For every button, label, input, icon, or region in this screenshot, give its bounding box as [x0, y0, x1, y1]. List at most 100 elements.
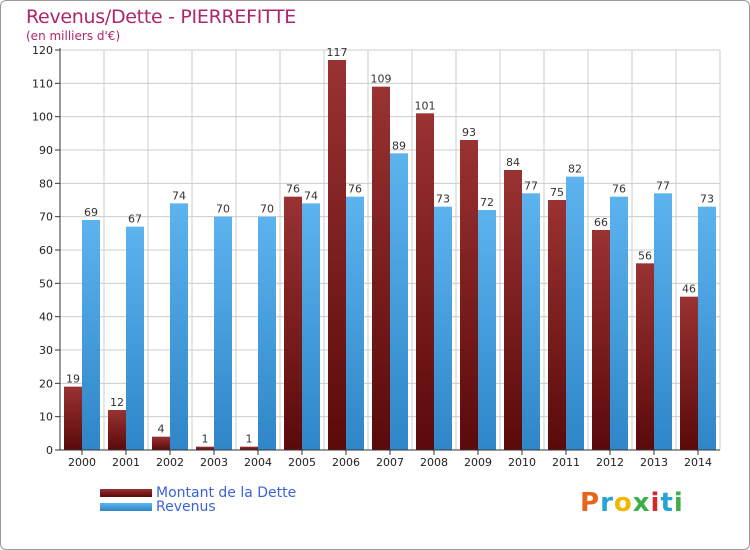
y-tick-label: 100	[32, 111, 53, 124]
legend-swatch-revenus	[100, 503, 152, 511]
dette-bar	[460, 140, 478, 450]
revenus-value-label: 74	[304, 189, 318, 202]
revenus-value-label: 73	[436, 193, 450, 206]
x-tick-label: 2004	[244, 456, 272, 469]
dette-value-label: 84	[506, 156, 520, 169]
chart-title: Revenus/Dette - PIERREFITTE	[26, 6, 296, 28]
revenus-value-label: 74	[172, 189, 186, 202]
x-tick-label: 2006	[332, 456, 360, 469]
revenus-bar	[82, 220, 100, 450]
x-tick-label: 2011	[552, 456, 580, 469]
y-tick-label: 70	[39, 211, 53, 224]
dette-value-label: 76	[286, 183, 300, 196]
revenus-value-label: 89	[392, 139, 406, 152]
y-tick-label: 60	[39, 244, 53, 257]
revenus-value-label: 76	[612, 183, 626, 196]
revenus-value-label: 73	[700, 193, 714, 206]
logo-letter: t	[660, 488, 674, 518]
dette-bar	[548, 200, 566, 450]
revenus-bar	[346, 196, 364, 450]
logo-letter: x	[632, 488, 651, 518]
y-tick-label: 110	[32, 77, 53, 90]
dette-bar	[504, 170, 522, 450]
proxiti-logo: Proxiti	[580, 488, 684, 518]
revenus-value-label: 72	[480, 196, 494, 209]
dette-bar	[636, 263, 654, 450]
dette-bar	[372, 86, 390, 451]
dette-value-label: 1	[246, 433, 253, 446]
x-tick-label: 2009	[464, 456, 492, 469]
dette-value-label: 117	[327, 46, 348, 59]
revenus-value-label: 82	[568, 163, 582, 176]
revenus-bar	[170, 203, 188, 450]
revenus-bar	[302, 203, 320, 450]
bars	[64, 60, 716, 451]
logo-letter: r	[600, 488, 614, 518]
x-tick-label: 2013	[640, 456, 668, 469]
y-tick-label: 80	[39, 177, 53, 190]
revenus-bar	[698, 206, 716, 450]
dette-value-label: 101	[415, 99, 436, 112]
chart-subtitle: (en milliers d'€)	[26, 29, 121, 43]
y-tick-label: 120	[32, 44, 53, 57]
dette-value-label: 12	[110, 396, 124, 409]
dette-value-label: 56	[638, 249, 652, 262]
y-tick-label: 30	[39, 344, 53, 357]
dette-bar	[64, 386, 82, 450]
x-tick-label: 2000	[68, 456, 96, 469]
dette-bar	[328, 60, 346, 450]
x-tick-label: 2008	[420, 456, 448, 469]
dette-value-label: 1	[202, 433, 209, 446]
legend-label-dette: Montant de la Dette	[156, 485, 297, 501]
revenus-value-label: 77	[524, 179, 538, 192]
revenus-value-label: 76	[348, 183, 362, 196]
revenus-bar	[566, 176, 584, 450]
revenus-bar	[214, 216, 232, 450]
dette-bar	[416, 113, 434, 450]
logo-letter: o	[613, 488, 633, 518]
dette-bar	[240, 446, 258, 450]
revenus-bar	[258, 216, 276, 450]
revenus-bar	[434, 206, 452, 450]
y-tick-label: 90	[39, 144, 53, 157]
x-tick-label: 2003	[200, 456, 228, 469]
x-tick-label: 2001	[112, 456, 140, 469]
axes: 0 10 20 30 40 50 60 70 80 90 100 110 120 2000 2001 2002…	[32, 44, 720, 469]
dette-bar	[680, 296, 698, 450]
y-tick-label: 10	[39, 411, 53, 424]
revenus-bar	[522, 193, 540, 451]
y-tick-label: 20	[39, 377, 53, 390]
dette-value-label: 19	[66, 373, 80, 386]
x-tick-label: 2007	[376, 456, 404, 469]
value-labels: 19 69 12 67 4 74 1 70 1 70 76 74 117 76 109 89 101 73 93 72…	[66, 46, 714, 446]
logo-letter: i	[650, 488, 661, 518]
x-tick-label: 2005	[288, 456, 316, 469]
dette-value-label: 46	[682, 283, 696, 296]
logo-letter: i	[673, 488, 684, 518]
x-tick-label: 2010	[508, 456, 536, 469]
dette-value-label: 109	[371, 73, 392, 86]
revenus-bar	[390, 153, 408, 451]
revenus-value-label: 70	[216, 203, 230, 216]
revenus-bar	[654, 193, 672, 451]
y-tick-label: 40	[39, 311, 53, 324]
dette-value-label: 4	[158, 423, 165, 436]
logo-letter: P	[580, 488, 601, 518]
dette-bar	[284, 196, 302, 450]
revenus-value-label: 77	[656, 179, 670, 192]
revenus-bar	[610, 196, 628, 450]
y-tick-label: 50	[39, 277, 53, 290]
dette-value-label: 75	[550, 186, 564, 199]
revenus-bar	[126, 226, 144, 450]
revenus-bar	[478, 210, 496, 450]
dette-value-label: 66	[594, 216, 608, 229]
x-tick-label: 2012	[596, 456, 624, 469]
dette-bar	[592, 230, 610, 450]
dette-bar	[108, 410, 126, 450]
dette-bar	[152, 436, 170, 450]
x-tick-label: 2002	[156, 456, 184, 469]
revenus-value-label: 67	[128, 213, 142, 226]
legend-label-revenus: Revenus	[156, 499, 216, 515]
dette-value-label: 93	[462, 126, 476, 139]
